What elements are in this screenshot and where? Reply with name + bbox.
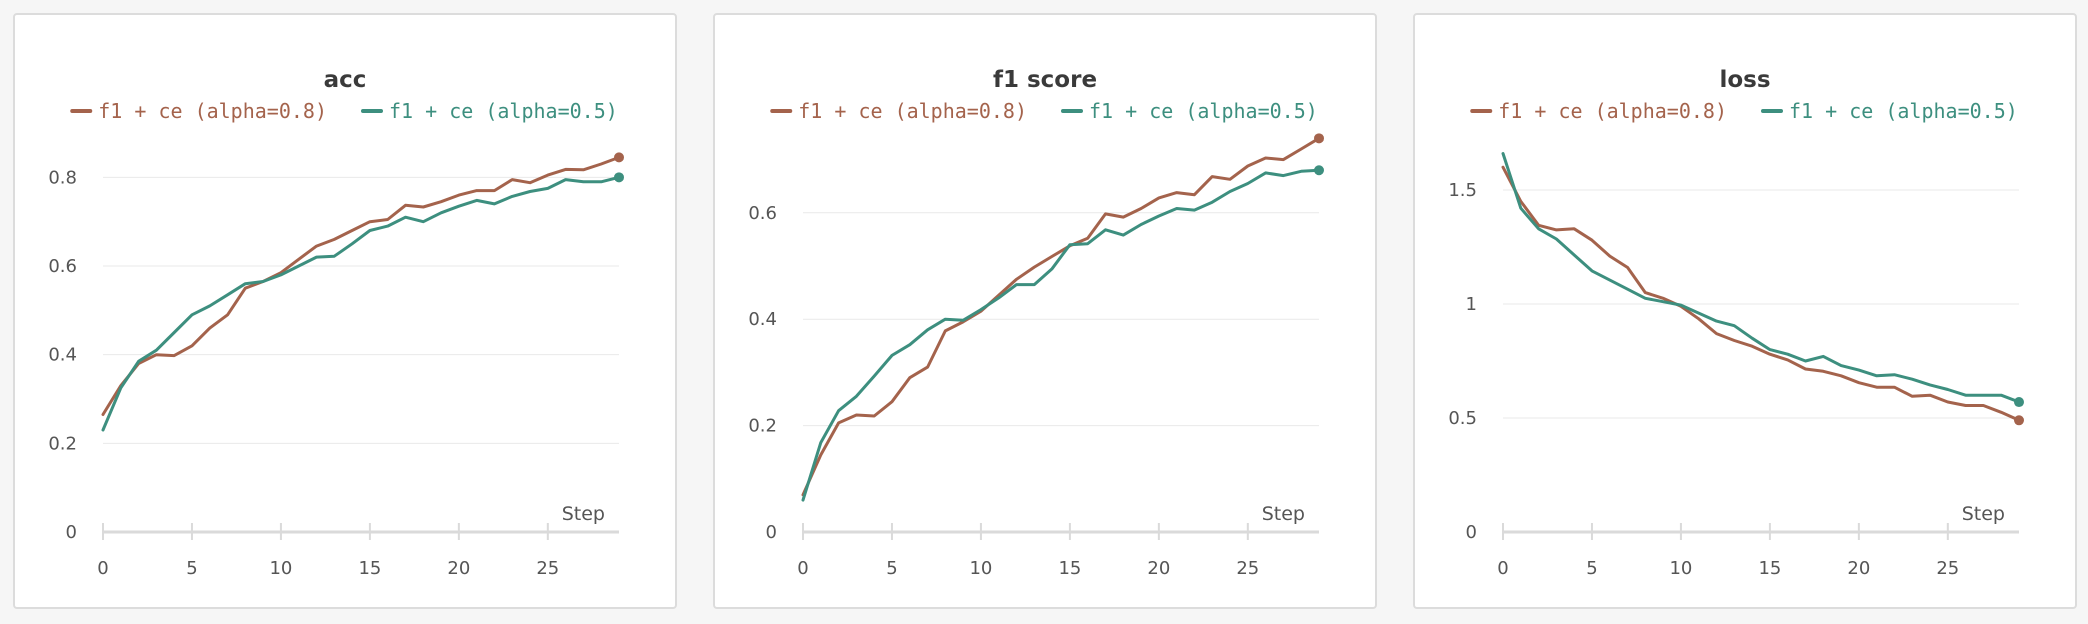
x-tick-label: 25 xyxy=(1236,558,1259,579)
chart-panel-f1-score: f1 score f1 + ce (alpha=0.8) f1 + ce (alph… xyxy=(713,13,1377,609)
x-axis-label: Step xyxy=(1962,503,2005,525)
chart-title: loss xyxy=(1719,67,1770,93)
series-end-point-f1-ce-alpha-0-5 xyxy=(1314,165,1324,176)
legend-label-0: f1 + ce (alpha=0.8) xyxy=(98,99,327,123)
x-tick-label: 0 xyxy=(1497,558,1508,579)
x-tick-label: 25 xyxy=(536,558,559,579)
y-tick-label: 0.8 xyxy=(48,167,77,188)
y-tick-label: 0 xyxy=(766,522,777,543)
legend-label-0: f1 + ce (alpha=0.8) xyxy=(1498,99,1727,123)
y-tick-label: 0.6 xyxy=(748,203,777,224)
chart-svg-loss: loss f1 + ce (alpha=0.8) f1 + ce (alpha=0.… xyxy=(1448,67,2024,579)
x-axis-label: Step xyxy=(562,503,605,525)
series-end-point-f1-ce-alpha-0-5 xyxy=(2014,397,2024,408)
series-line-f1-ce-alpha-0-5 xyxy=(801,168,1321,502)
x-tick-label: 10 xyxy=(969,558,992,579)
chart-panel-loss: loss f1 + ce (alpha=0.8) f1 + ce (alpha=0.… xyxy=(1413,13,2077,609)
chart-panel-acc: acc f1 + ce (alpha=0.8) f1 + ce (alpha=0.5… xyxy=(13,13,677,609)
series-end-point-f1-ce-alpha-0-8 xyxy=(1314,133,1324,144)
series-line-f1-ce-alpha-0-8 xyxy=(1501,165,2021,422)
series-line-f1-ce-alpha-0-5 xyxy=(1501,152,2021,404)
legend-label-1: f1 + ce (alpha=0.5) xyxy=(1789,99,2018,123)
chart-title: f1 score xyxy=(993,67,1097,93)
x-tick-label: 25 xyxy=(1936,558,1959,579)
x-tick-label: 20 xyxy=(447,558,470,579)
y-tick-label: 1 xyxy=(1466,294,1477,315)
x-tick-label: 0 xyxy=(797,558,808,579)
x-tick-label: 15 xyxy=(358,558,381,579)
y-tick-label: 0.4 xyxy=(48,345,77,366)
chart-title: acc xyxy=(324,67,367,93)
y-tick-label: 0 xyxy=(66,522,77,543)
chart-svg-f1-score: f1 score f1 + ce (alpha=0.8) f1 + ce (alph… xyxy=(748,67,1324,579)
x-tick-label: 5 xyxy=(886,558,897,579)
x-tick-label: 0 xyxy=(97,558,108,579)
x-tick-label: 5 xyxy=(1586,558,1597,579)
series-line-f1-ce-alpha-0-8 xyxy=(801,136,1321,497)
y-tick-label: 0.6 xyxy=(48,256,77,277)
chart-svg-acc: acc f1 + ce (alpha=0.8) f1 + ce (alpha=0.5… xyxy=(48,67,624,579)
legend-label-1: f1 + ce (alpha=0.5) xyxy=(389,99,618,123)
series-end-point-f1-ce-alpha-0-8 xyxy=(2014,415,2024,426)
x-tick-label: 10 xyxy=(1669,558,1692,579)
y-tick-label: 0.5 xyxy=(1448,408,1477,429)
x-tick-label: 10 xyxy=(269,558,292,579)
x-tick-label: 20 xyxy=(1147,558,1170,579)
y-tick-label: 1.5 xyxy=(1448,180,1477,201)
y-tick-label: 0 xyxy=(1466,522,1477,543)
series-end-point-f1-ce-alpha-0-8 xyxy=(614,152,624,163)
series-end-point-f1-ce-alpha-0-5 xyxy=(614,172,624,183)
y-tick-label: 0.2 xyxy=(48,433,77,454)
x-tick-label: 15 xyxy=(1058,558,1081,579)
y-tick-label: 0.2 xyxy=(748,416,777,437)
x-tick-label: 20 xyxy=(1847,558,1870,579)
legend-label-1: f1 + ce (alpha=0.5) xyxy=(1089,99,1318,123)
series-line-f1-ce-alpha-0-8 xyxy=(101,155,621,416)
x-tick-label: 5 xyxy=(186,558,197,579)
x-axis-label: Step xyxy=(1262,503,1305,525)
x-tick-label: 15 xyxy=(1758,558,1781,579)
legend-label-0: f1 + ce (alpha=0.8) xyxy=(798,99,1027,123)
series-line-f1-ce-alpha-0-5 xyxy=(101,175,621,432)
y-tick-label: 0.4 xyxy=(748,309,777,330)
